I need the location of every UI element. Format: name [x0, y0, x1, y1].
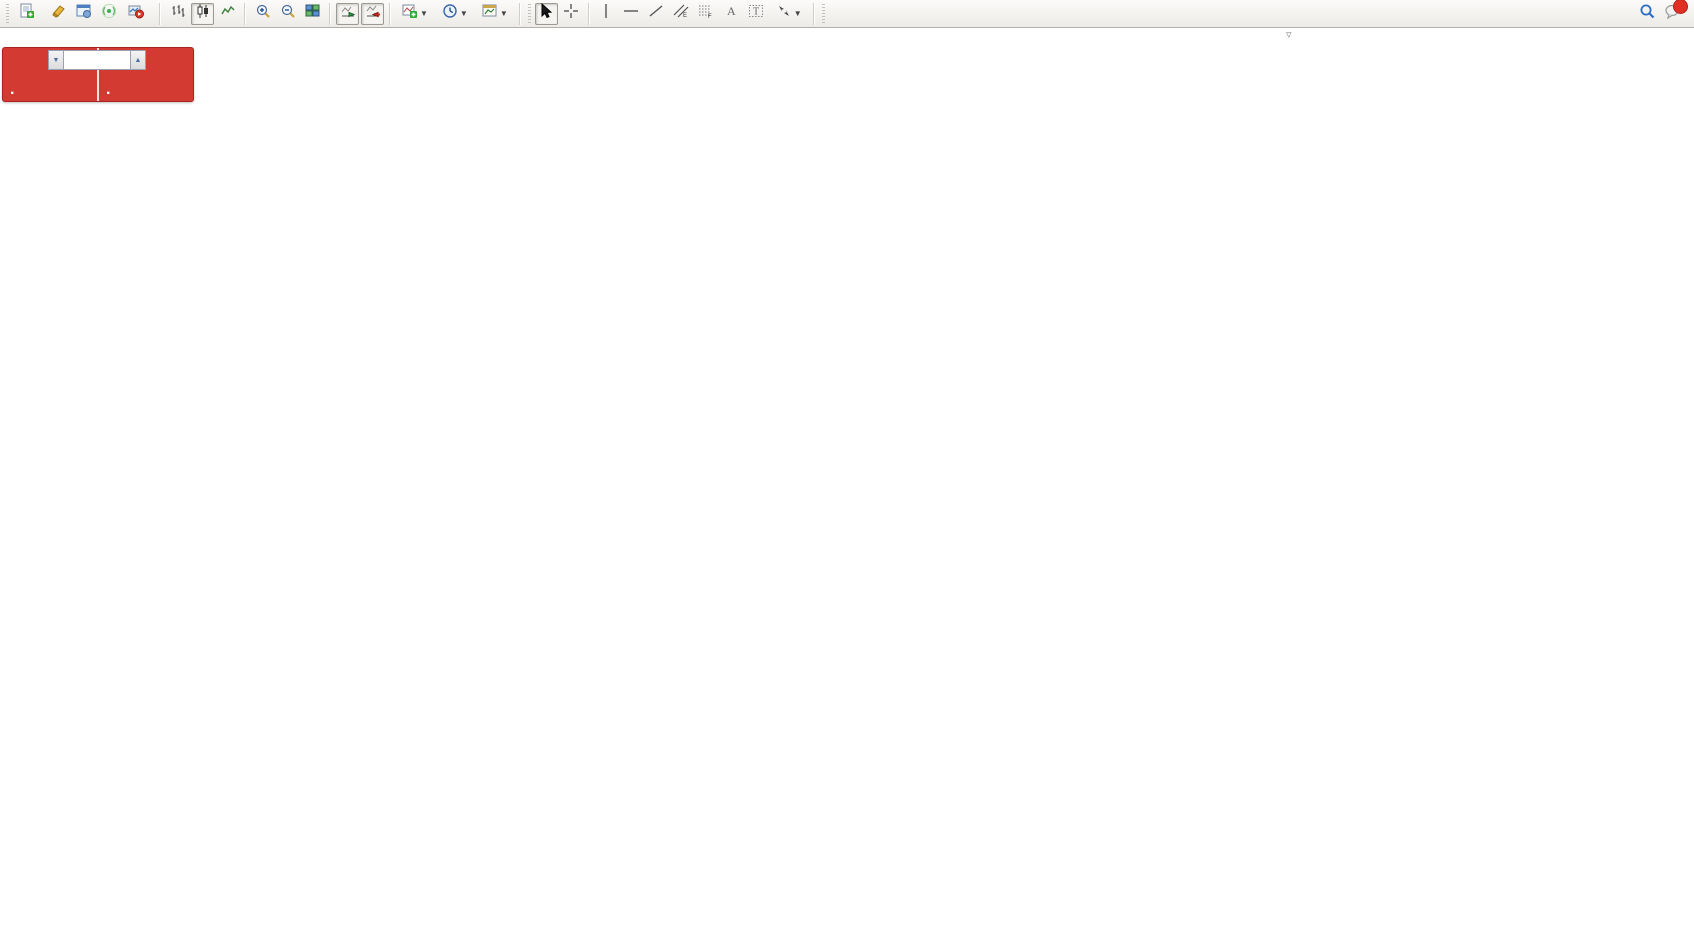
search-button[interactable] — [1636, 3, 1659, 25]
indicators-icon — [402, 3, 418, 24]
toolbar-separator — [389, 2, 391, 25]
volume-stepper: ▼ ▲ — [48, 50, 146, 70]
cursor-button[interactable] — [534, 2, 558, 25]
new-order-icon — [19, 3, 35, 24]
templates-button[interactable]: ▼ — [476, 3, 514, 25]
sell-price[interactable]: . — [10, 81, 15, 98]
text-icon: A — [723, 3, 739, 24]
horizontal-line-icon — [623, 3, 639, 24]
chart-shift-marker: ▿ — [1286, 29, 1292, 41]
toolbar-separator — [244, 2, 246, 25]
zoom-out-button[interactable] — [276, 3, 299, 25]
notification-count-badge — [1673, 0, 1688, 14]
volume-decrease-button[interactable]: ▼ — [48, 50, 64, 70]
main-toolbar: ▼ ▼ ▼ — [0, 0, 1694, 28]
indicators-button[interactable]: ▼ — [396, 3, 434, 25]
market-watch-button[interactable] — [72, 3, 95, 25]
trendline-tool-button[interactable] — [645, 3, 668, 25]
toolbar-separator — [159, 2, 161, 25]
panel-divider — [97, 48, 99, 101]
arrows-tool-button[interactable]: ▼ — [770, 3, 808, 25]
volume-input[interactable] — [64, 50, 130, 70]
crosshair-icon — [563, 3, 579, 24]
one-click-trading-panel: ▼ ▲ . . — [2, 47, 194, 102]
text-label-icon: T — [748, 3, 764, 24]
svg-text:T: T — [753, 7, 759, 18]
periods-icon — [442, 3, 458, 24]
dropdown-arrow-icon: ▼ — [420, 9, 428, 18]
svg-text:E: E — [683, 13, 687, 19]
toolbar-grip — [821, 3, 825, 24]
candlestick-chart-icon — [195, 3, 211, 24]
trendline-icon — [648, 3, 664, 24]
toolbar-separator — [812, 2, 815, 25]
tile-windows-button[interactable] — [301, 3, 324, 25]
toolbar-separator — [518, 2, 521, 25]
zoom-out-icon — [280, 3, 296, 24]
arrows-tool-icon — [776, 3, 792, 24]
svg-text:A: A — [727, 4, 736, 18]
vertical-line-tool-button[interactable] — [595, 3, 618, 25]
volume-increase-button[interactable]: ▲ — [130, 50, 146, 70]
notifications-button[interactable] — [1661, 0, 1688, 25]
bar-chart-icon — [170, 3, 186, 24]
line-chart-icon — [220, 3, 236, 24]
equidistant-channel-tool-button[interactable]: E — [670, 3, 693, 25]
templates-icon — [482, 3, 498, 24]
svg-text:F: F — [708, 14, 712, 19]
text-label-tool-button[interactable]: T — [745, 3, 768, 25]
fibonacci-icon: F — [698, 3, 714, 24]
equidistant-channel-icon: E — [673, 3, 689, 24]
toolbar-separator — [329, 2, 331, 25]
toolbar-separator — [587, 2, 590, 25]
toolbar-grip — [6, 3, 9, 24]
buy-price[interactable]: . — [106, 81, 111, 98]
crosshair-button[interactable] — [560, 3, 583, 25]
signal-icon — [101, 3, 117, 24]
search-icon — [1639, 3, 1656, 25]
fibonacci-tool-button[interactable]: F — [695, 3, 718, 25]
candlestick-chart-button[interactable] — [191, 2, 214, 25]
dropdown-arrow-icon: ▼ — [793, 9, 802, 18]
horizontal-line-tool-button[interactable] — [620, 3, 643, 25]
auto-scroll-button[interactable] — [336, 2, 359, 25]
autotrading-icon — [128, 3, 144, 24]
zoom-in-button[interactable] — [251, 3, 274, 25]
toolbar-grip — [527, 3, 531, 24]
auto-scroll-icon — [340, 3, 356, 24]
text-tool-button[interactable]: A — [720, 3, 743, 25]
signal-button[interactable] — [97, 3, 120, 25]
autotrading-button[interactable] — [122, 3, 154, 25]
vertical-line-icon — [598, 3, 614, 24]
eraser-icon — [51, 3, 67, 24]
tile-windows-icon — [305, 3, 321, 24]
zoom-in-icon — [255, 3, 271, 24]
periods-button[interactable]: ▼ — [436, 3, 474, 25]
cursor-icon — [538, 2, 554, 24]
dropdown-arrow-icon: ▼ — [459, 9, 468, 18]
chart-shift-icon — [365, 3, 381, 24]
chart-shift-button[interactable] — [361, 2, 384, 25]
eraser-button[interactable] — [47, 3, 70, 25]
bar-chart-button[interactable] — [166, 3, 189, 25]
dropdown-arrow-icon: ▼ — [499, 9, 508, 18]
market-watch-icon — [76, 3, 92, 24]
line-chart-button[interactable] — [216, 3, 239, 25]
new-order-button[interactable] — [13, 3, 45, 25]
